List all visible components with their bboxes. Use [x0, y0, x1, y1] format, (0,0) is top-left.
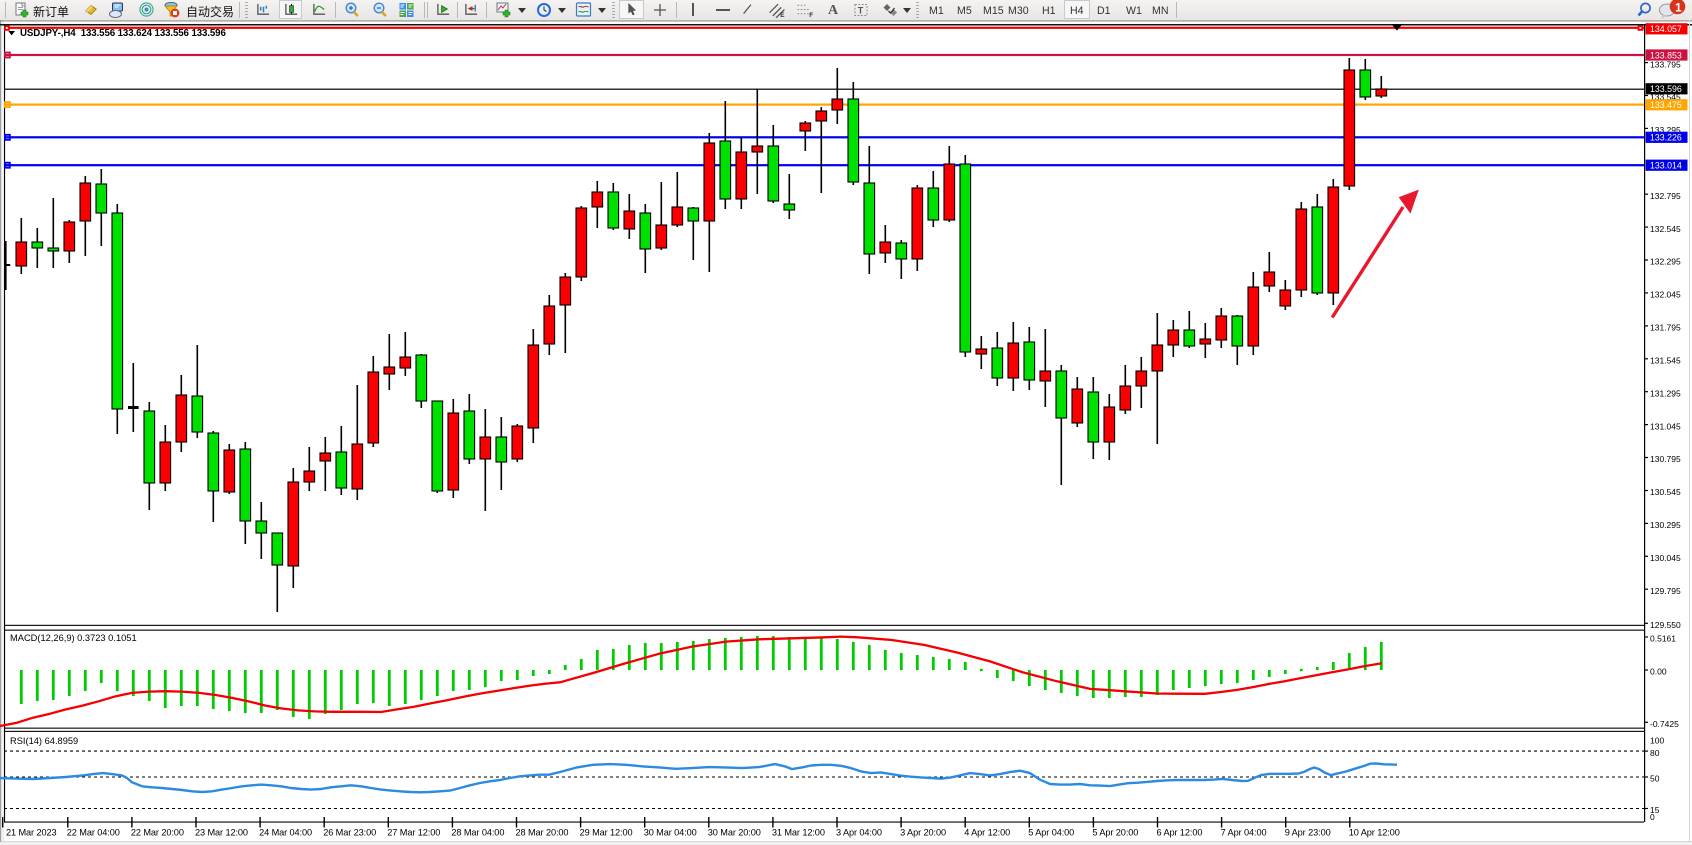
svg-text:131.045: 131.045 [1650, 421, 1681, 431]
svg-text:30 Mar 20:00: 30 Mar 20:00 [708, 827, 761, 837]
svg-text:21 Mar 2023: 21 Mar 2023 [6, 827, 57, 837]
svg-text:80: 80 [1650, 748, 1660, 758]
svg-text:7 Apr 04:00: 7 Apr 04:00 [1221, 827, 1267, 837]
svg-text:100: 100 [1650, 736, 1664, 746]
svg-text:0.5161: 0.5161 [1650, 634, 1676, 644]
svg-text:-0.7425: -0.7425 [1650, 719, 1679, 729]
svg-text:E: E [780, 12, 784, 18]
svg-text:50: 50 [1650, 774, 1660, 784]
svg-text:133.795: 133.795 [1650, 59, 1681, 69]
svg-text:130.545: 130.545 [1650, 487, 1681, 497]
svg-text:133.596: 133.596 [1650, 84, 1682, 94]
svg-text:USDJPY-,H4 133.556 133.624 13: USDJPY-,H4 133.556 133.624 133.556 133.5… [20, 28, 226, 39]
svg-text:31 Mar 12:00: 31 Mar 12:00 [772, 827, 825, 837]
svg-text:23 Mar 12:00: 23 Mar 12:00 [195, 827, 248, 837]
svg-text:129.795: 129.795 [1650, 586, 1681, 596]
svg-text:30 Mar 04:00: 30 Mar 04:00 [644, 827, 697, 837]
svg-text:132.545: 132.545 [1650, 224, 1681, 234]
svg-text:3 Apr 20:00: 3 Apr 20:00 [900, 827, 946, 837]
svg-text:15: 15 [1650, 805, 1660, 815]
svg-text:134.057: 134.057 [1650, 24, 1682, 34]
svg-text:0: 0 [1650, 812, 1655, 822]
svg-text:0.00: 0.00 [1650, 667, 1667, 677]
svg-text:4 Apr 12:00: 4 Apr 12:00 [964, 827, 1010, 837]
svg-text:1: 1 [1675, 1, 1682, 15]
svg-text:9 Apr 23:00: 9 Apr 23:00 [1285, 827, 1331, 837]
svg-text:6 Apr 12:00: 6 Apr 12:00 [1157, 827, 1203, 837]
svg-text:5 Apr 04:00: 5 Apr 04:00 [1028, 827, 1074, 837]
svg-text:130.795: 130.795 [1650, 454, 1681, 464]
svg-text:131.545: 131.545 [1650, 356, 1681, 366]
svg-text:5 Apr 20:00: 5 Apr 20:00 [1092, 827, 1138, 837]
svg-text:F: F [809, 12, 813, 18]
svg-text:10 Apr 12:00: 10 Apr 12:00 [1349, 827, 1400, 837]
svg-text:132.295: 132.295 [1650, 257, 1681, 267]
svg-text:131.795: 131.795 [1650, 323, 1681, 333]
svg-text:133.014: 133.014 [1650, 161, 1682, 171]
svg-text:27 Mar 12:00: 27 Mar 12:00 [387, 827, 440, 837]
svg-text:129.550: 129.550 [1650, 620, 1681, 630]
svg-text:130.295: 130.295 [1650, 520, 1681, 530]
svg-text:28 Mar 04:00: 28 Mar 04:00 [451, 827, 504, 837]
svg-text:29 Mar 12:00: 29 Mar 12:00 [580, 827, 633, 837]
svg-text:T: T [858, 6, 864, 16]
svg-text:133.226: 133.226 [1650, 133, 1682, 143]
svg-text:130.045: 130.045 [1650, 553, 1681, 563]
svg-text:28 Mar 20:00: 28 Mar 20:00 [516, 827, 569, 837]
svg-text:MACD(12,26,9) 0.3723 0.1051: MACD(12,26,9) 0.3723 0.1051 [10, 633, 137, 643]
svg-text:26 Mar 23:00: 26 Mar 23:00 [323, 827, 376, 837]
svg-text:22 Mar 20:00: 22 Mar 20:00 [131, 827, 184, 837]
svg-text:132.045: 132.045 [1650, 290, 1681, 300]
svg-text:131.295: 131.295 [1650, 388, 1681, 398]
svg-text:132.795: 132.795 [1650, 191, 1681, 201]
svg-text:133.853: 133.853 [1650, 50, 1682, 60]
svg-text:3 Apr 04:00: 3 Apr 04:00 [836, 827, 882, 837]
svg-text:RSI(14) 64.8959: RSI(14) 64.8959 [10, 736, 78, 746]
svg-text:133.475: 133.475 [1650, 100, 1682, 110]
svg-text:133.545: 133.545 [1650, 92, 1681, 102]
svg-text:22 Mar 04:00: 22 Mar 04:00 [67, 827, 120, 837]
svg-text:133.295: 133.295 [1650, 125, 1681, 135]
svg-text:24 Mar 04:00: 24 Mar 04:00 [259, 827, 312, 837]
